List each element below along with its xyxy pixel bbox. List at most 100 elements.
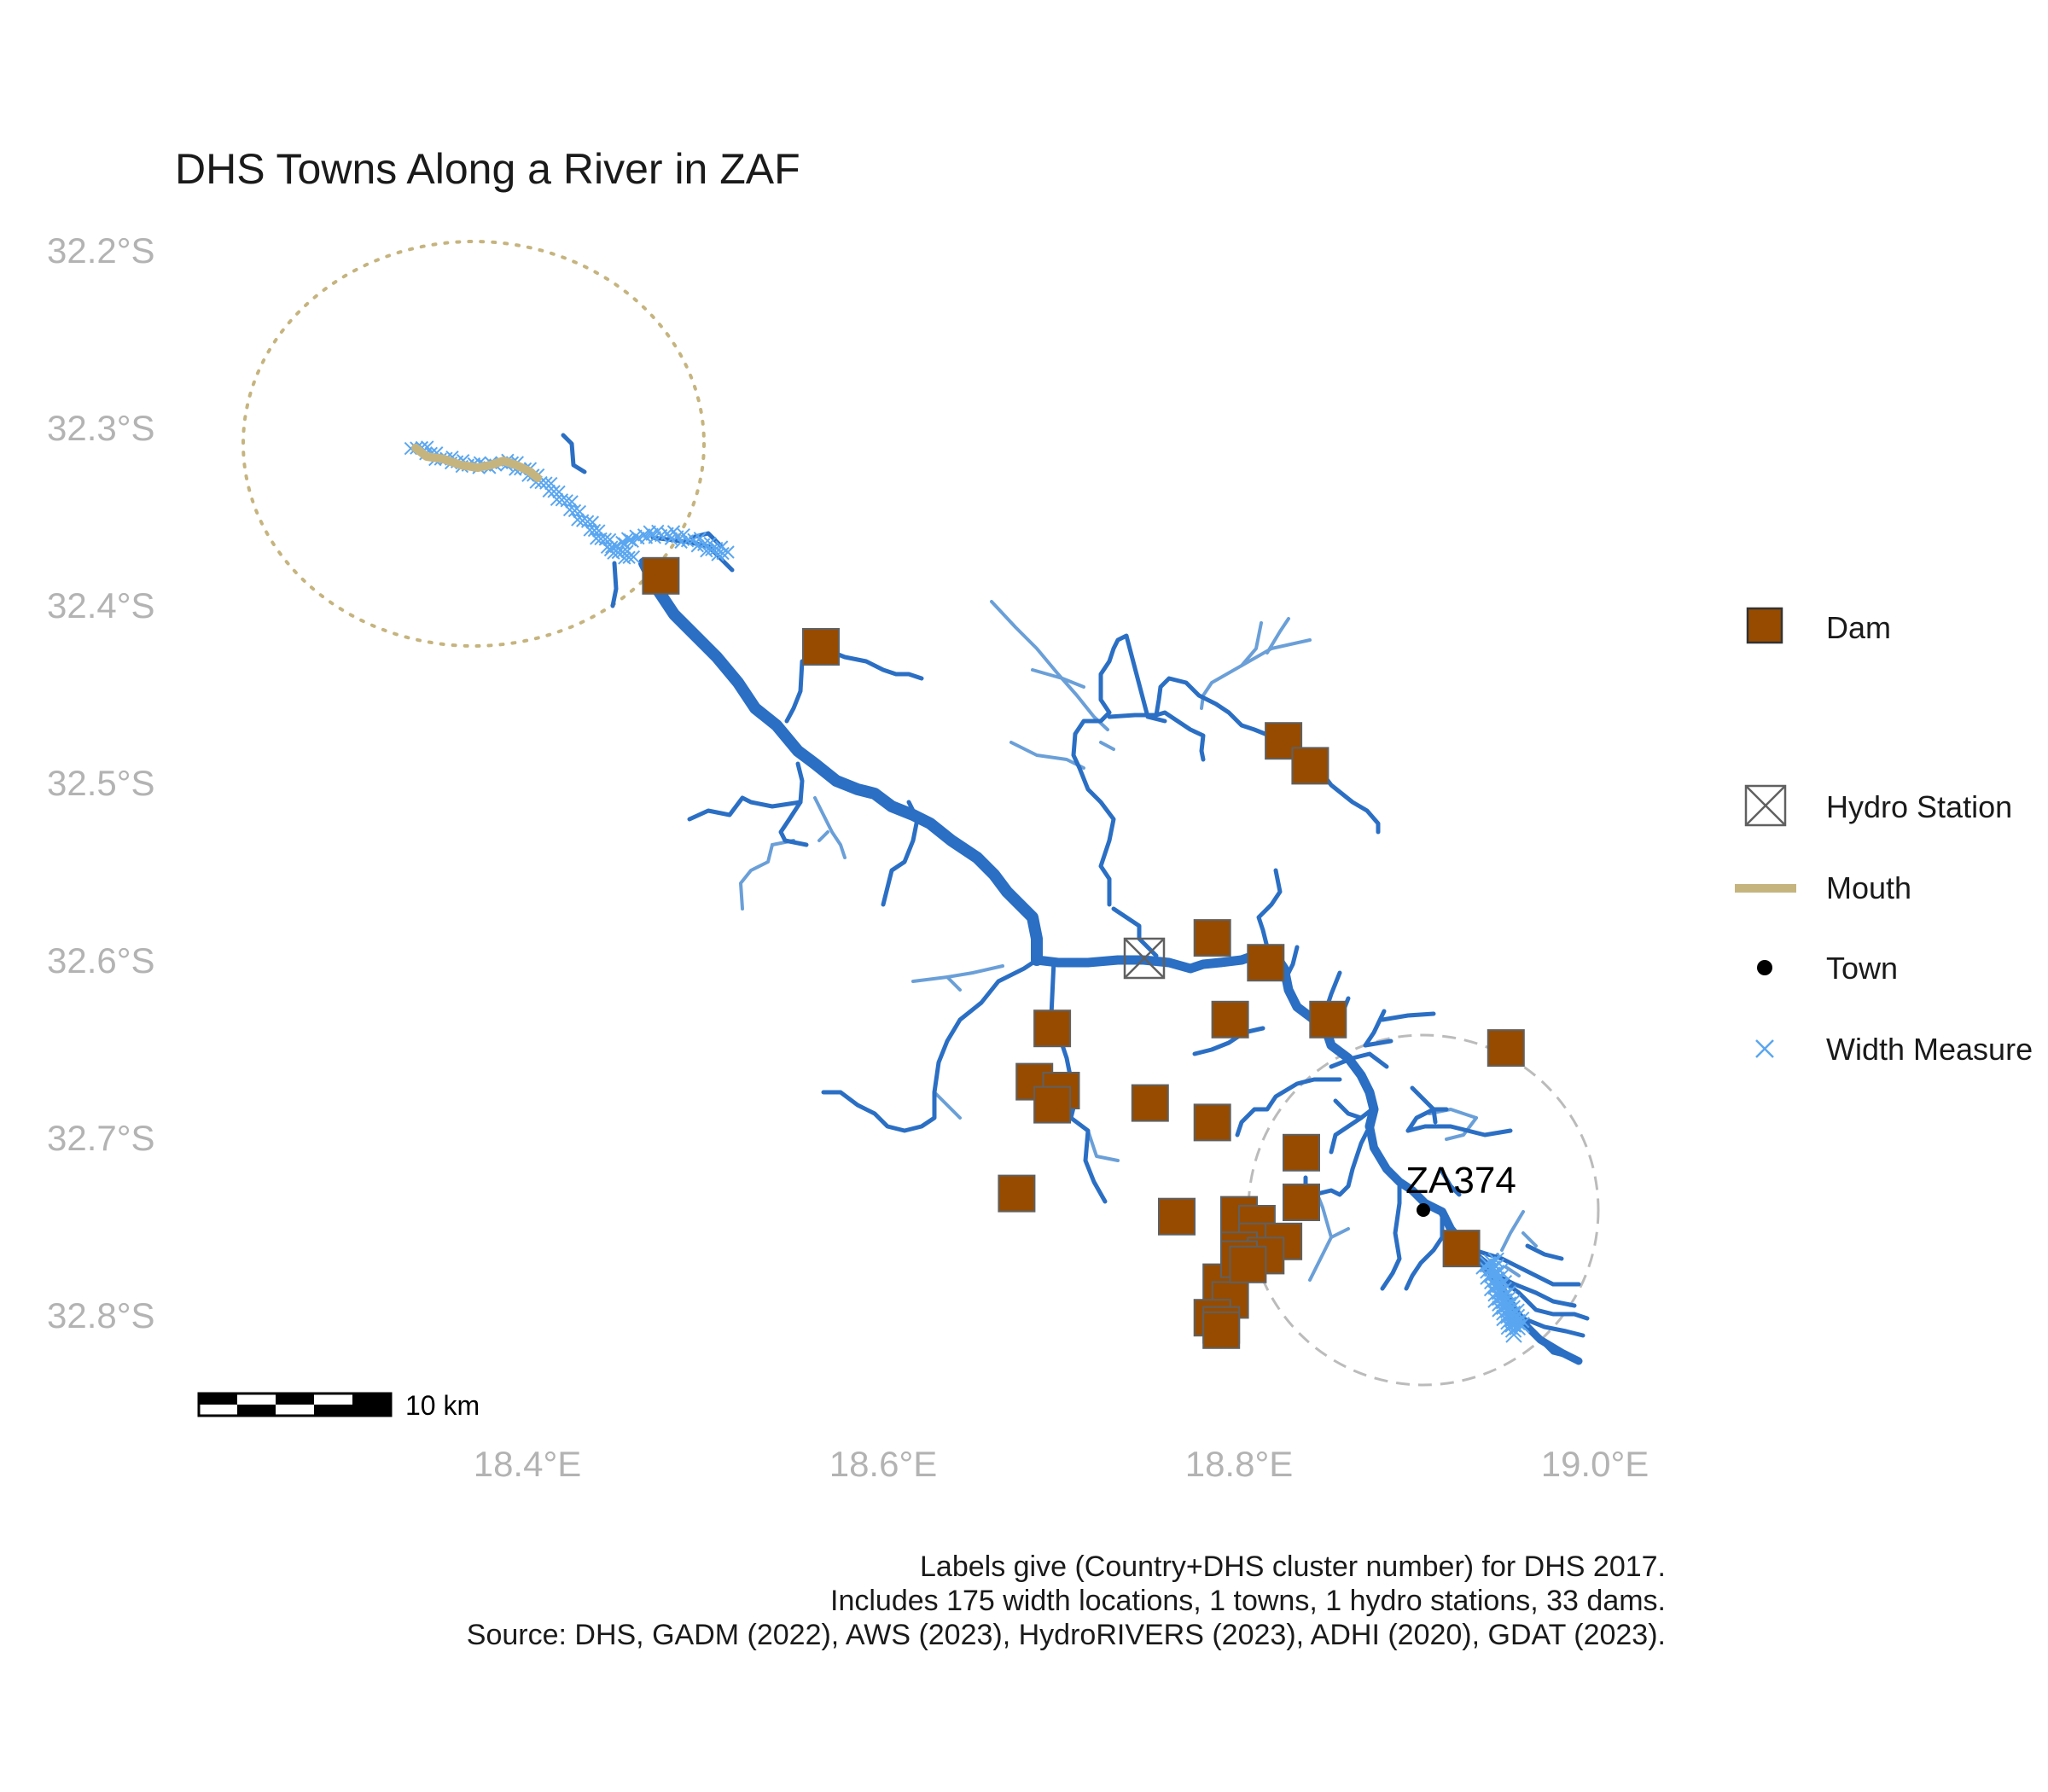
scale-bar: 10 km: [197, 1390, 480, 1421]
dam-marker: [1487, 1029, 1525, 1068]
river-segment: [1405, 1124, 1513, 1137]
river-segment: [561, 433, 587, 474]
x-tick-label: 19.0°E: [1541, 1444, 1649, 1484]
caption-line: Labels give (Country+DHS cluster number)…: [920, 1551, 1666, 1583]
legend-label: Width Measure: [1826, 1032, 2033, 1067]
width-measure-marker: [585, 515, 600, 529]
river-segment: [1111, 906, 1159, 958]
y-tick-label: 32.5°S: [47, 763, 155, 803]
scale-bar-label: 10 km: [405, 1390, 480, 1421]
river-segment: [1235, 1077, 1342, 1137]
river-segment: [1445, 1116, 1478, 1141]
hydro-station-legend-icon: [1744, 784, 1787, 827]
legend-item-hydro-station: Hydro Station: [1744, 784, 2012, 827]
river-segment: [1071, 633, 1167, 907]
x-tick-label: 18.4°E: [474, 1444, 582, 1484]
width-measure-marker: [693, 532, 707, 545]
river-segment: [610, 561, 619, 608]
y-tick-label: 32.8°S: [47, 1295, 155, 1335]
river-segment: [1032, 955, 1225, 974]
width-measure-marker: [587, 523, 602, 538]
y-tick-label: 32.4°S: [47, 585, 155, 625]
river-segment: [1438, 1167, 1462, 1197]
width-measure-marker: [1504, 1321, 1522, 1338]
legend-item-width-measure: Width Measure: [1755, 1032, 2033, 1067]
river-mouth-line: [411, 444, 542, 482]
y-axis-labels: 32.2°S 32.3°S 32.4°S 32.5°S 32.6°S 32.7°…: [47, 230, 155, 1335]
hydro-station-marker: [1123, 937, 1166, 980]
width-measure-marker: [603, 543, 618, 557]
width-measure-marker: [1487, 1252, 1504, 1269]
minor-rivers: [739, 600, 1538, 1282]
y-tick-label: 32.6°S: [47, 940, 155, 980]
dam-markers: [642, 556, 1525, 1349]
dam-marker: [642, 556, 680, 595]
river-segment: [1329, 1227, 1350, 1239]
river-segment: [1410, 1085, 1438, 1125]
town-label: ZA374: [1405, 1160, 1516, 1201]
river-segment: [1154, 676, 1381, 835]
river-segment: [881, 800, 920, 907]
river-segment: [1525, 1243, 1564, 1261]
river-segment: [1380, 1011, 1436, 1022]
river-segment: [1538, 1337, 1573, 1359]
town-legend-icon: [1757, 960, 1772, 975]
dam-marker: [802, 628, 840, 666]
y-tick-label: 32.3°S: [47, 408, 155, 448]
width-measure-marker: [573, 504, 587, 519]
river-segment: [1521, 1231, 1538, 1248]
dam-marker: [1202, 1311, 1241, 1349]
legend-label: Dam: [1826, 610, 1891, 645]
caption-line: Source: DHS, GADM (2022), AWS (2023), Hy…: [467, 1619, 1666, 1651]
dam-marker: [1131, 1084, 1169, 1122]
caption-line: Includes 175 width locations, 1 towns, 1…: [830, 1585, 1666, 1617]
caption: Labels give (Country+DHS cluster number)…: [467, 1551, 1666, 1651]
river-segment: [1107, 710, 1206, 762]
map-title: DHS Towns Along a River in ZAF: [175, 145, 800, 193]
width-measure-marker: [598, 532, 613, 546]
river-segment: [1363, 1009, 1387, 1048]
river-segment: [1500, 1210, 1525, 1252]
dam-marker: [1033, 1085, 1072, 1124]
mouth-buffer-circle: [241, 240, 706, 648]
river-trunk: [638, 557, 1043, 966]
width-measure-marker: [567, 503, 582, 518]
width-measure-marker: [626, 550, 641, 564]
river-segment: [813, 796, 847, 859]
river-segment: [687, 795, 803, 822]
river-segment: [1365, 1122, 1470, 1252]
width-measure-marker: [711, 548, 724, 561]
river-segment: [945, 975, 962, 992]
width-measure-marker: [565, 495, 579, 509]
river-segment: [933, 1091, 962, 1120]
width-measure-marker: [1505, 1326, 1522, 1343]
river-segment: [1504, 1265, 1521, 1277]
dam-marker: [998, 1174, 1036, 1213]
river-segment: [1499, 1277, 1590, 1321]
legend-label: Town: [1826, 951, 1898, 986]
river-segment: [1329, 1051, 1389, 1069]
x-axis-labels: 18.4°E 18.6°E 18.8°E 19.0°E: [474, 1444, 1649, 1484]
river-segment: [1405, 1107, 1449, 1133]
width-measures: [404, 440, 1530, 1343]
legend-label: Mouth: [1826, 870, 1911, 905]
width-measure-marker: [677, 527, 690, 542]
dam-marker: [1193, 919, 1231, 957]
river-segment: [1428, 1108, 1478, 1120]
river-segment: [739, 843, 774, 911]
x-tick-label: 18.6°E: [829, 1444, 938, 1484]
river-segment: [1282, 945, 1300, 984]
river-segment: [784, 659, 805, 724]
width-measure-marker: [721, 545, 735, 559]
dam-legend-icon: [1746, 607, 1783, 644]
river-segment: [1363, 1039, 1393, 1048]
river-segment: [911, 964, 1004, 983]
dam-marker: [1211, 1000, 1249, 1039]
legend-item-dam: Dam: [1746, 607, 1891, 645]
dam-marker: [1283, 1133, 1320, 1172]
dam-marker: [1033, 1009, 1072, 1048]
width-measure-legend-icon: [1755, 1039, 1774, 1058]
river-segment: [1329, 1107, 1375, 1155]
river-segment: [1086, 1129, 1120, 1162]
